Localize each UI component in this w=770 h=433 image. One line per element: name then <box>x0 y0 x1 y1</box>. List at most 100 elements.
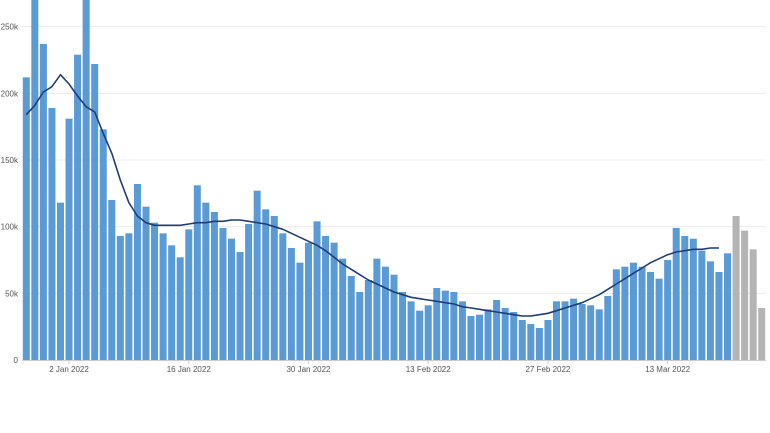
bar <box>313 221 321 360</box>
bar <box>279 233 287 360</box>
bar <box>629 262 637 360</box>
bar <box>587 305 595 360</box>
bar <box>638 266 646 360</box>
bar <box>202 202 210 360</box>
bar <box>151 222 159 360</box>
bar <box>407 301 415 360</box>
bar <box>176 257 184 360</box>
bar <box>262 209 270 360</box>
bar <box>168 245 176 360</box>
bar <box>347 276 355 360</box>
bar <box>373 258 381 360</box>
y-tick-label: 0 <box>14 356 19 365</box>
bar <box>116 236 124 360</box>
y-tick-label: 150k <box>1 156 19 165</box>
bar <box>296 262 304 360</box>
bar <box>330 242 338 360</box>
bar <box>724 253 732 360</box>
average-line-series <box>25 73 719 317</box>
bar <box>595 309 603 360</box>
bar <box>612 269 620 360</box>
bar <box>219 228 227 360</box>
bar <box>245 224 253 360</box>
bar <box>287 248 295 360</box>
grid-lines <box>22 26 766 294</box>
bar <box>48 108 56 360</box>
bar <box>193 185 201 360</box>
bar <box>467 316 475 360</box>
bar <box>544 320 552 360</box>
x-tick-label: 16 Jan 2022 <box>167 365 212 374</box>
bar <box>65 118 73 361</box>
y-tick-label: 200k <box>1 89 19 98</box>
x-tick-label: 30 Jan 2022 <box>286 365 331 374</box>
bar <box>501 308 509 360</box>
bar <box>604 296 612 360</box>
bar <box>535 328 543 360</box>
x-tick-label: 13 Mar 2022 <box>645 365 690 374</box>
bar <box>655 278 663 360</box>
bar <box>433 288 441 360</box>
bar <box>518 320 526 360</box>
bar <box>210 212 218 360</box>
bar <box>706 261 714 360</box>
bar-incomplete <box>758 308 766 360</box>
bar <box>339 258 347 360</box>
bar <box>39 44 47 360</box>
bar <box>56 202 64 360</box>
bar-incomplete <box>741 230 749 360</box>
bar <box>672 228 680 360</box>
bar-incomplete <box>732 216 740 360</box>
bar <box>253 190 261 360</box>
bar <box>552 301 560 360</box>
bar <box>424 305 432 360</box>
bar <box>689 238 697 360</box>
bar <box>74 54 82 361</box>
bar <box>621 266 629 360</box>
y-tick-label: 100k <box>1 223 19 232</box>
axes: 0 50k 100k 150k 200k 250k 2 Jan 2022 16 Jan 202… <box>1 23 766 374</box>
bar <box>91 64 99 360</box>
bar <box>527 324 535 360</box>
bar <box>458 301 466 360</box>
bar <box>381 266 389 360</box>
bar <box>484 309 492 360</box>
bar <box>82 0 90 360</box>
bar <box>133 184 141 360</box>
y-tick-label: 250k <box>1 23 19 32</box>
bar <box>31 0 39 360</box>
bar <box>99 129 107 360</box>
bar <box>681 236 689 360</box>
bar <box>270 216 278 360</box>
bar <box>476 314 484 360</box>
bar-series <box>22 0 766 361</box>
x-tick-label: 2 Jan 2022 <box>49 365 89 374</box>
bar <box>441 290 449 360</box>
y-tick-label: 50k <box>5 289 19 298</box>
bar <box>578 304 586 360</box>
bar <box>399 292 407 360</box>
bar <box>664 260 672 360</box>
x-tick-label: 27 Feb 2022 <box>525 365 570 374</box>
bar <box>108 200 116 360</box>
bar <box>647 272 655 360</box>
bar <box>698 250 706 360</box>
bar <box>236 252 244 360</box>
bar <box>493 300 501 360</box>
bar <box>125 233 133 360</box>
bar <box>356 292 364 360</box>
bar <box>561 301 569 360</box>
x-tick-label: 13 Feb 2022 <box>406 365 451 374</box>
rolling-average-line <box>25 73 719 317</box>
bar <box>570 298 578 360</box>
bar <box>715 272 723 360</box>
bar-incomplete <box>749 249 757 360</box>
bar <box>450 292 458 360</box>
bar <box>228 238 236 360</box>
bar <box>390 274 398 360</box>
bar <box>142 206 150 360</box>
bar <box>185 229 193 360</box>
bar <box>364 280 372 360</box>
bar <box>304 242 312 360</box>
